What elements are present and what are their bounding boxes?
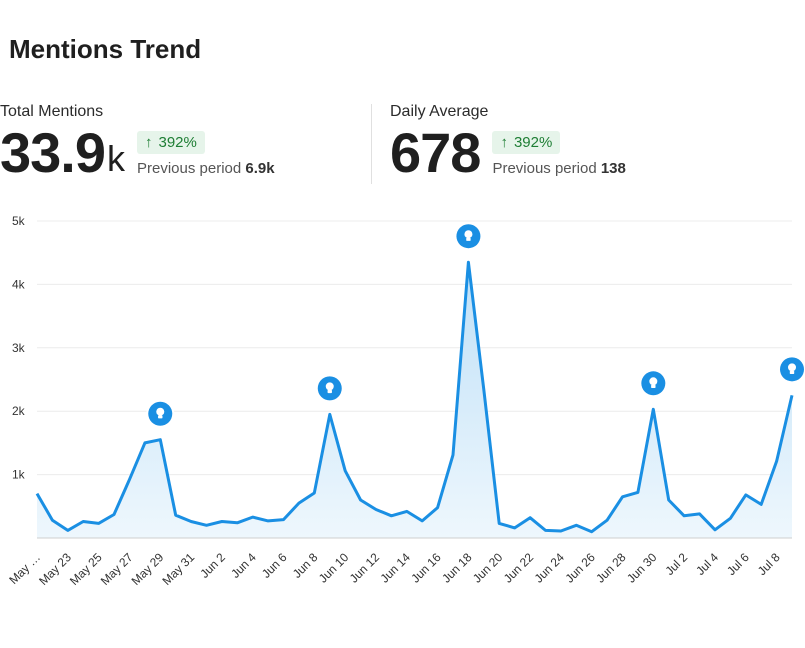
kpi-label: Daily Average: [390, 103, 489, 120]
bulb-glass: [788, 363, 796, 372]
x-tick-label: Jun 30: [624, 550, 660, 586]
area-fill: [37, 262, 792, 538]
kpi-label: Total Mentions: [0, 103, 104, 120]
x-tick-label: Jun 22: [501, 550, 537, 586]
previous-period-value: 6.9k: [245, 160, 275, 177]
insight-markers[interactable]: [146, 222, 805, 428]
x-tick-label: Jul 8: [755, 550, 783, 578]
bulb-glass: [649, 377, 658, 386]
x-tick-label: Jun 4: [228, 550, 259, 581]
x-tick-label: Jun 12: [347, 550, 383, 586]
x-tick-label: Jul 2: [662, 550, 690, 578]
x-tick-label: May 31: [159, 550, 197, 588]
lightbulb-icon: [464, 230, 473, 241]
x-tick-label: Jul 6: [724, 550, 752, 578]
insight-marker[interactable]: [454, 222, 483, 251]
kpi-value: 678: [390, 121, 481, 184]
previous-period-value: 138: [600, 160, 626, 177]
series-line: [35, 260, 794, 534]
x-tick-label: Jun 20: [470, 550, 506, 586]
x-tick-label: Jun 6: [259, 550, 290, 581]
kpi-divider: [371, 104, 372, 184]
bulb-glass: [464, 230, 473, 239]
x-tick-label: Jun 24: [532, 550, 568, 586]
change-badge: ↑ 392%: [137, 131, 205, 154]
bulb-base: [651, 384, 656, 388]
bulb-base: [466, 237, 471, 241]
grid: [37, 220, 792, 476]
lightbulb-icon: [788, 363, 796, 375]
insight-marker[interactable]: [315, 374, 344, 403]
previous-period-label: Previous period: [492, 160, 597, 177]
x-tick-label: Jun 14: [378, 550, 414, 586]
lightbulb-icon: [649, 377, 658, 388]
change-badge: ↑ 392%: [492, 131, 561, 154]
insight-marker[interactable]: [778, 355, 805, 384]
insight-marker[interactable]: [146, 399, 175, 428]
kpi-total-mentions: Total Mentions 33.9 k ↑ 392% Previous pe…: [0, 103, 275, 181]
x-tick-label: Jun 10: [316, 550, 352, 586]
y-tick-label: 2k: [12, 404, 26, 418]
bulb-base: [327, 389, 332, 394]
page-title: Mentions Trend: [9, 34, 202, 64]
lightbulb-icon: [156, 407, 165, 419]
insight-marker[interactable]: [639, 369, 668, 398]
lightbulb-icon: [325, 382, 334, 394]
x-tick-label: May 25: [67, 550, 105, 588]
y-axis: 1k 2k 3k 4k 5k: [12, 214, 26, 482]
x-tick-label: Jun 2: [197, 550, 228, 581]
arrow-up-icon: ↑: [145, 134, 153, 151]
y-tick-label: 5k: [12, 214, 26, 228]
x-tick-label: May …: [6, 550, 43, 587]
change-value: 392%: [158, 134, 197, 151]
x-tick-label: Jun 18: [439, 550, 475, 586]
x-tick-label: May 29: [129, 550, 167, 588]
x-tick-label: Jun 26: [562, 550, 598, 586]
bulb-glass: [325, 382, 334, 391]
x-tick-label: May 23: [36, 550, 74, 588]
change-value: 392%: [513, 134, 553, 151]
y-tick-label: 3k: [12, 341, 26, 355]
bulb-base: [158, 415, 163, 419]
x-tick-label: Jul 4: [693, 550, 721, 578]
arrow-up-icon: ↑: [500, 134, 508, 151]
kpi-unit: k: [107, 138, 125, 179]
x-tick-label: Jun 28: [593, 550, 629, 586]
y-tick-label: 1k: [12, 468, 26, 482]
previous-period: Previous period 138: [492, 160, 625, 177]
bulb-glass: [156, 407, 165, 416]
y-tick-label: 4k: [12, 277, 26, 291]
kpi-daily-average: Daily Average 678 ↑ 392% Previous period…: [390, 103, 626, 181]
x-tick-label: Jun 16: [408, 550, 444, 586]
previous-period: Previous period 6.9k: [137, 160, 275, 177]
previous-period-label: Previous period: [137, 160, 242, 177]
x-tick-label: May 27: [98, 550, 136, 588]
kpi-value: 33.9: [0, 121, 106, 184]
bulb-base: [789, 370, 795, 375]
